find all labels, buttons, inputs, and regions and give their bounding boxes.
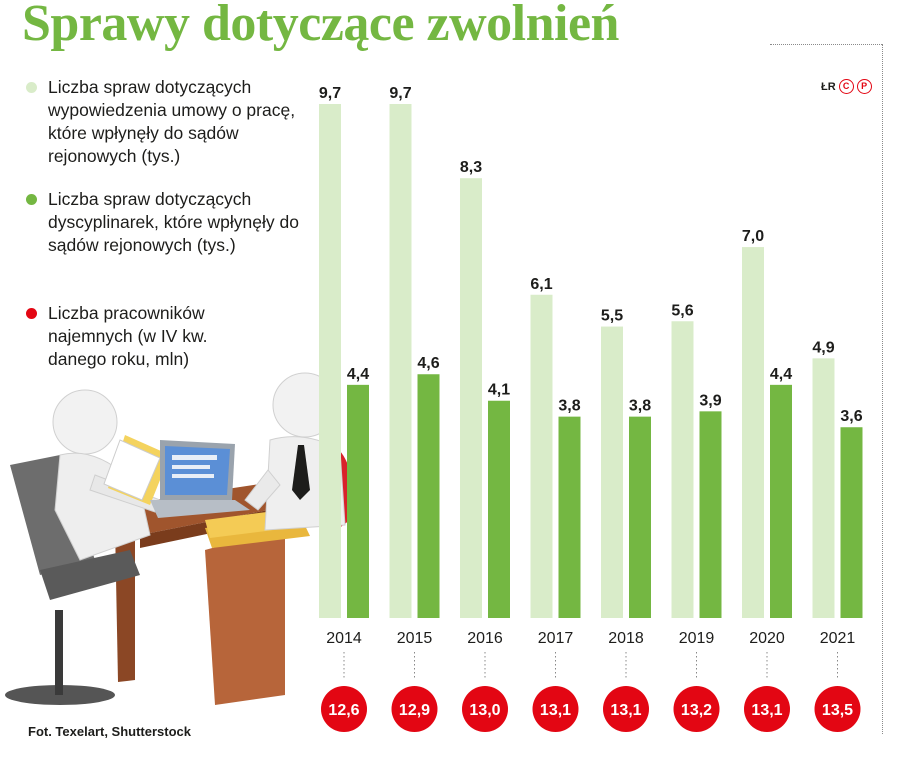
bar-disciplinary [347,384,369,618]
legend-item-dismissals: Liczba spraw dotyczących wypowiedzenia u… [26,76,318,168]
data-label-employees: 13,5 [822,702,853,719]
bar-disciplinary [629,416,651,618]
data-label-employees: 13,2 [681,702,712,719]
data-label-disciplinary: 4,4 [770,366,792,383]
x-tick-label: 2018 [608,630,644,647]
legend-label: Liczba pracowników najemnych (w IV kw. d… [48,303,208,369]
brand-logo: ŁR C P [821,79,872,94]
data-label-disciplinary: 3,6 [840,408,862,425]
employees-circle [532,686,579,732]
bar-dismissals [460,178,482,619]
data-label-disciplinary: 4,4 [347,366,369,383]
bar-disciplinary [770,384,792,618]
data-label-disciplinary: 4,1 [488,382,510,399]
data-label-employees: 13,1 [610,702,641,719]
data-label-disciplinary: 3,8 [558,398,580,415]
data-label-dismissals: 4,9 [812,339,834,356]
data-label-dismissals: 9,7 [389,85,411,102]
employees-circle [814,686,861,732]
bar-disciplinary [699,411,722,618]
copyright-c-icon: C [838,79,854,94]
legend-label: Liczba spraw dotyczących dyscyplinarek, … [48,189,299,255]
employees-circle [462,686,508,732]
photo-credit: Fot. Texelart, Shutterstock [28,724,192,739]
data-label-employees: 12,9 [399,702,430,719]
bar-dismissals [671,321,694,618]
title-divider [770,44,882,45]
data-label-disciplinary: 3,8 [629,398,651,415]
bar-disciplinary [488,400,510,618]
bar-disciplinary [417,374,440,618]
x-tick-label: 2020 [749,630,785,647]
copyright-p-icon: P [856,79,872,94]
legend-label: Liczba spraw dotyczących wypowiedzenia u… [48,77,296,166]
data-label-employees: 13,1 [751,702,782,719]
data-label-dismissals: 8,3 [460,159,482,176]
employees-circle [391,686,438,732]
x-tick-label: 2021 [820,630,856,647]
x-tick-label: 2015 [397,630,433,647]
data-label-dismissals: 7,0 [742,228,764,245]
data-label-disciplinary: 4,6 [417,355,439,372]
data-label-dismissals: 6,1 [530,276,552,293]
bar-dismissals [530,294,553,618]
legend-swatch-green [26,194,37,205]
bar-dismissals [601,326,623,618]
legend-item-employees: Liczba pracowników najemnych (w IV kw. d… [26,302,238,371]
bar-dismissals [812,358,835,618]
data-label-dismissals: 5,6 [671,302,693,319]
employees-circle [321,686,367,732]
bar-dismissals [742,247,764,619]
data-label-employees: 12,6 [328,702,359,719]
legend-swatch-red [26,308,37,319]
data-label-dismissals: 5,5 [601,308,623,325]
bar-disciplinary [558,416,581,618]
bar-dismissals [389,104,412,618]
x-tick-label: 2019 [679,630,715,647]
x-tick-label: 2014 [326,630,362,647]
x-tick-label: 2017 [538,630,574,647]
employees-circle [673,686,720,732]
employees-circle [744,686,790,732]
brand-text: ŁR [821,80,836,93]
data-label-employees: 13,1 [540,702,571,719]
legend-item-disciplinary: Liczba spraw dotyczących dyscyplinarek, … [26,188,318,257]
data-label-employees: 13,0 [469,702,500,719]
x-tick-label: 2016 [467,630,503,647]
bar-dismissals [319,104,341,618]
legend-swatch-light-green [26,82,37,93]
office-illustration [5,372,353,705]
employees-circle [603,686,649,732]
data-label-disciplinary: 3,9 [699,392,721,409]
page-title: Sprawy dotyczące zwolnień [22,0,619,52]
data-label-dismissals: 9,7 [319,85,341,102]
bar-disciplinary [840,427,863,618]
right-divider [882,44,883,734]
